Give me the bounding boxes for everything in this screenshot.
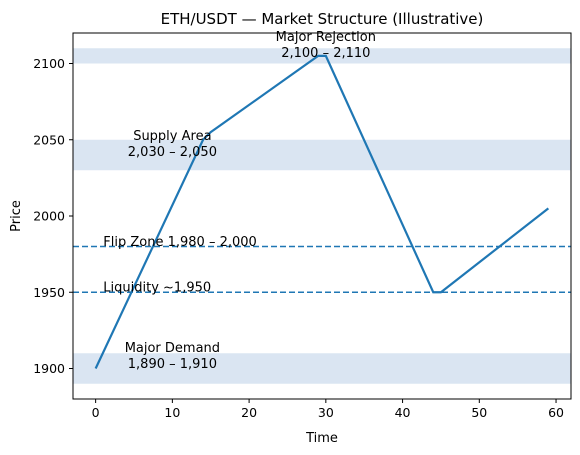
x-axis-label: Time	[305, 431, 338, 446]
x-tick-label: 30	[318, 405, 334, 420]
y-tick-label: 2100	[33, 56, 65, 71]
y-tick-label: 1900	[33, 361, 65, 376]
x-tick-label: 40	[395, 405, 411, 420]
x-tick-label: 20	[241, 405, 257, 420]
annotation-0-line-0: Major Rejection	[276, 30, 376, 45]
annotation-1-line-0: Supply Area	[133, 129, 211, 144]
annotation-1-line-1: 2,030 – 2,050	[128, 145, 217, 160]
annotation-4-line-1: 1,890 – 1,910	[128, 357, 217, 372]
y-axis-label: Price	[9, 200, 24, 232]
annotation-0-line-1: 2,100 – 2,110	[281, 46, 370, 61]
x-tick-label: 0	[92, 405, 100, 420]
annotation-3-line-0: Liquidity ~1,950	[103, 281, 211, 296]
x-axis-ticks: 0 10 20 30 40 50 60	[92, 399, 564, 420]
price-zone-2	[73, 353, 571, 384]
series-line-0	[94, 54, 550, 369]
annotation-4-line-0: Major Demand	[125, 341, 220, 356]
price-zone-1	[73, 139, 571, 171]
y-tick-label: 1950	[33, 285, 65, 300]
price-series	[94, 54, 550, 369]
annotation-2-line-0: Flip Zone 1,980 – 2,000	[103, 235, 257, 250]
y-tick-label: 2000	[33, 209, 65, 224]
x-tick-label: 60	[548, 405, 564, 420]
chart-title: ETH/USDT — Market Structure (Illustrativ…	[161, 10, 484, 28]
x-tick-label: 50	[471, 405, 487, 420]
y-tick-label: 2050	[33, 132, 65, 147]
x-tick-label: 10	[164, 405, 180, 420]
reference-lines	[73, 245, 571, 293]
y-axis-ticks: 1900 1950 2000 2050 2100	[33, 56, 73, 376]
price-zones	[73, 48, 571, 384]
